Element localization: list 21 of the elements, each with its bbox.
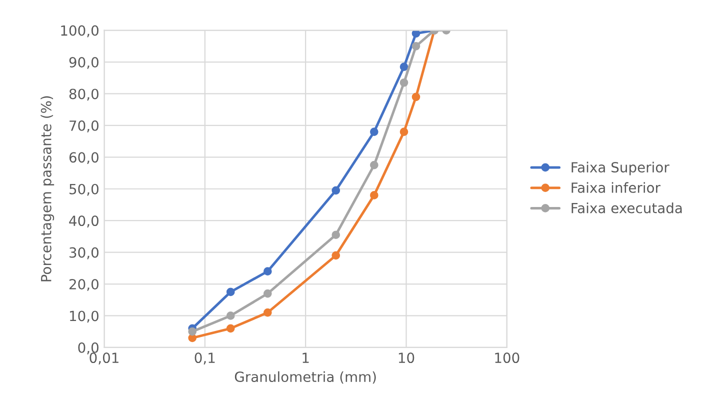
y-tick-label: 90,0 — [69, 56, 98, 69]
y-tick-label: 20,0 — [69, 278, 98, 291]
y-tick-label: 100,0 — [61, 25, 98, 38]
x-tick-label: 0,01 — [90, 352, 118, 364]
y-tick-label: 50,0 — [70, 184, 98, 196]
y-tick-label: 60,0 — [69, 152, 98, 164]
legend-label: Faixa inferior — [572, 182, 660, 193]
y-tick-label: 30,0 — [70, 247, 98, 260]
y-tick-label: 10,0 — [70, 310, 98, 323]
y-tick-label: 40,0 — [69, 216, 98, 228]
legend-label: Faixa executada — [572, 202, 682, 214]
legend-label: Faixa Superior — [572, 162, 670, 176]
y-axis-title: Porcentagem passante (%) — [40, 96, 54, 282]
x-axis-title: Granulometria (mm) — [234, 371, 376, 384]
x-tick-label: 10 — [398, 352, 414, 364]
x-tick-label: 100 — [495, 352, 520, 364]
x-tick-label: 1 — [302, 352, 309, 363]
y-tick-label: 70,0 — [70, 120, 98, 132]
y-tick-label: 0,0 — [78, 342, 98, 354]
x-tick-label: 0,1 — [194, 352, 215, 364]
y-tick-label: 80,0 — [69, 88, 98, 101]
